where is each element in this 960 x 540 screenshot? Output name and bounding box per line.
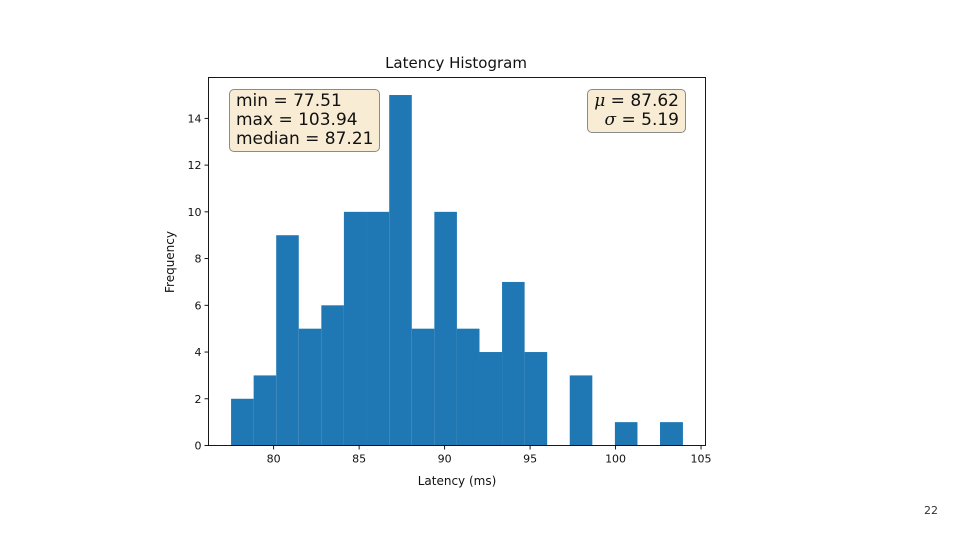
median-stat: median = 87.21	[236, 129, 374, 149]
histogram-bar	[434, 211, 457, 446]
y-tick-label: 4	[195, 346, 202, 359]
histogram-bar	[298, 328, 322, 446]
plot-frame	[208, 77, 706, 446]
histogram-bar	[411, 328, 435, 446]
min-stat: min = 77.51	[236, 91, 342, 111]
histogram-bars	[231, 95, 683, 446]
y-tick-label: 8	[195, 253, 202, 266]
x-tick-label: 95	[523, 453, 537, 466]
histogram-bar	[276, 235, 299, 446]
page-number: 22	[924, 504, 938, 517]
max-stat: max = 103.94	[236, 110, 358, 130]
histogram-bar	[479, 352, 503, 446]
y-tick-label: 0	[195, 440, 202, 453]
histogram-bar	[343, 211, 367, 446]
summary-stats-box: min = 77.51 max = 103.94 median = 87.21	[229, 89, 381, 152]
y-tick-label: 14	[188, 112, 202, 125]
mean-value: = 87.62	[605, 91, 679, 111]
chart-title: Latency Histogram	[385, 54, 527, 72]
histogram-bar	[253, 375, 277, 446]
histogram-bar	[321, 305, 344, 446]
histogram-bar	[389, 95, 412, 446]
histogram-bar	[614, 422, 638, 446]
histogram-bar	[569, 375, 593, 446]
x-tick-label: 80	[267, 453, 281, 466]
x-tick-label: 100	[605, 453, 626, 466]
mu-symbol: μ	[594, 91, 606, 111]
x-tick-label: 90	[438, 453, 452, 466]
std-dev-stat: σ = 5.19	[594, 111, 679, 130]
y-tick-label: 2	[195, 393, 202, 406]
histogram-bar	[231, 398, 254, 446]
histogram-bar	[366, 211, 390, 446]
mean-stat: μ = 87.62	[594, 92, 679, 111]
std-dev-value: = 5.19	[616, 110, 679, 130]
histogram-bar	[456, 328, 480, 446]
x-axis-ticks: 80 85 90 95 100 105	[267, 445, 712, 466]
y-tick-label: 10	[188, 206, 202, 219]
x-tick-label: 85	[352, 453, 366, 466]
y-axis-ticks: 0 2 4 6 8 10 12 14	[188, 112, 209, 453]
y-axis-label: Frequency	[163, 231, 177, 293]
y-tick-label: 6	[195, 299, 202, 312]
histogram-bar	[660, 422, 683, 446]
histogram-bar	[502, 281, 525, 446]
x-tick-label: 105	[691, 453, 712, 466]
distribution-stats-box: μ = 87.62 σ = 5.19	[587, 89, 686, 133]
sigma-symbol: σ	[604, 110, 617, 130]
histogram-bar	[524, 352, 548, 446]
x-axis-label: Latency (ms)	[418, 474, 497, 488]
y-tick-label: 12	[188, 159, 202, 172]
